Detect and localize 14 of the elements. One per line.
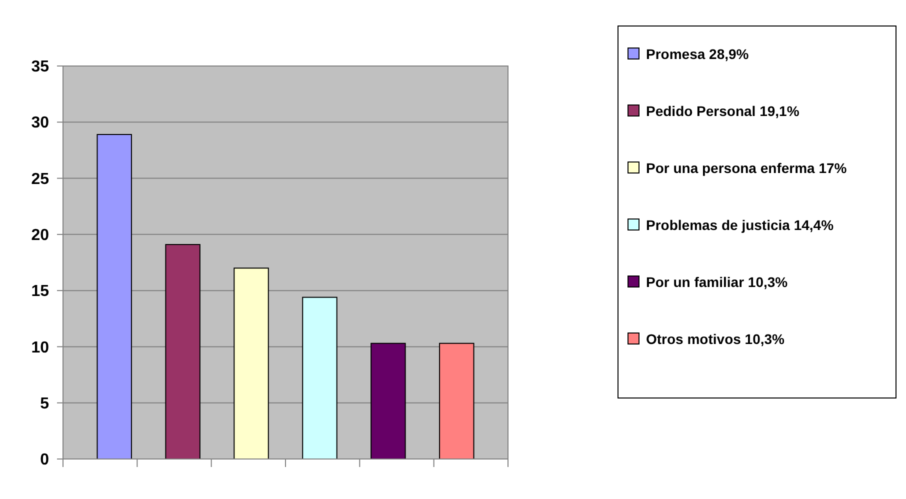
y-tick-label: 30 <box>31 114 50 132</box>
legend-label: Por un familiar 10,3% <box>646 274 788 290</box>
y-tick-label: 5 <box>40 395 50 412</box>
y-tick-label: 35 <box>31 58 50 76</box>
legend-label: Por una persona enferma 17% <box>646 160 848 176</box>
legend-label: Problemas de justicia 14,4% <box>646 216 834 233</box>
legend-label: Otros motivos 10,3% <box>646 330 786 347</box>
y-tick-label: 10 <box>31 339 50 356</box>
y-tick-label: 20 <box>31 227 50 244</box>
legend-label: Promesa 28,9% <box>646 46 750 62</box>
y-tick-label: 25 <box>31 170 50 188</box>
legend-label: Pedido Personal 19,1% <box>646 102 800 119</box>
y-tick-label: 0 <box>40 452 50 469</box>
y-tick-label: 15 <box>31 283 50 300</box>
